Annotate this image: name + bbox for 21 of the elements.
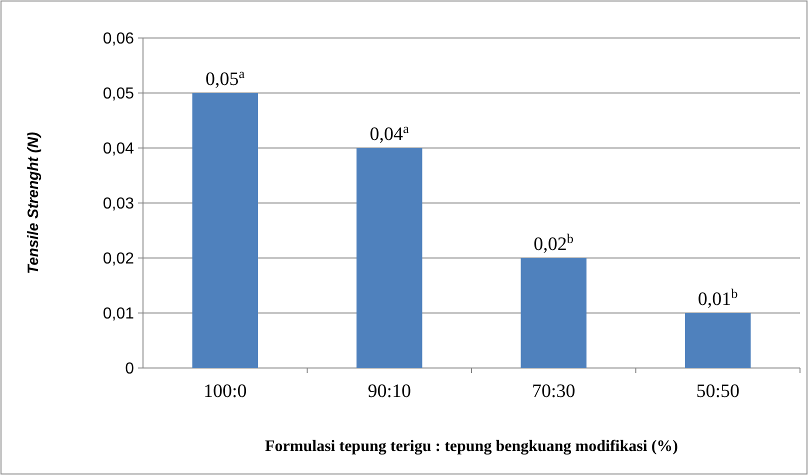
y-tick-label: 0,02 <box>102 250 134 268</box>
x-tick-label: 100:0 <box>203 381 247 402</box>
y-tick-label: 0,06 <box>102 30 134 48</box>
bar <box>685 313 751 368</box>
x-tick-label: 90:10 <box>368 381 412 402</box>
bar <box>520 258 586 368</box>
data-label: 0,04$^{a}$ <box>370 120 410 145</box>
data-label: 0,01$^{b}$ <box>698 286 738 310</box>
bar <box>356 148 422 368</box>
y-tick-label: 0,01 <box>102 306 134 323</box>
y-tick-label: 0,04 <box>102 140 134 158</box>
y-tick-label: 0,03 <box>102 196 134 213</box>
x-axis-title: Formulasi tepung terigu : tepung bengkuang modifikasi (%) <box>265 438 678 455</box>
y-tick-label: 0,05 <box>102 86 134 103</box>
x-tick-label: 70:30 <box>532 381 576 402</box>
x-tick-label: 50:50 <box>696 381 740 402</box>
data-label: 0,05$^{a}$ <box>206 66 245 90</box>
y-axis-title: Tensile Strenght (N) <box>25 132 42 274</box>
data-label: 0,02$^{b}$ <box>534 230 574 255</box>
bar <box>192 93 258 368</box>
y-tick-label: 0 <box>125 360 134 378</box>
